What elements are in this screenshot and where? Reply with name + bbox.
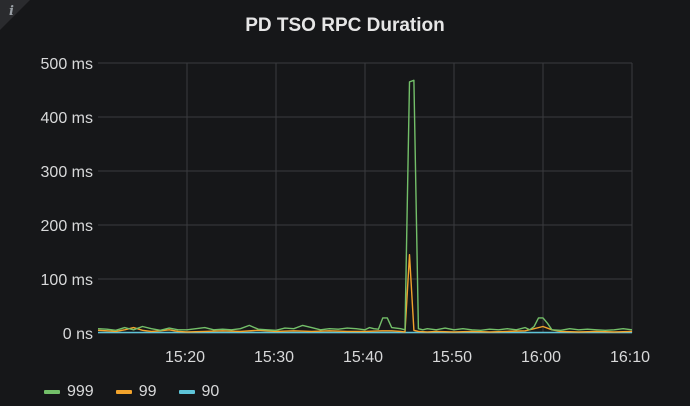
legend-swatch [115,390,132,394]
legend-label: 999 [67,383,94,400]
series-line-999 [97,79,633,331]
legend-label: 99 [138,383,157,400]
y-tick-label: 400 ms [41,110,93,127]
x-tick-label: 15:40 [343,349,383,366]
x-tick-label: 15:30 [254,349,294,366]
legend-label: 90 [201,383,220,400]
y-tick-label: 300 ms [41,164,93,181]
legend-swatch [44,390,60,394]
y-tick-label: 100 ms [41,272,93,289]
x-tick-label: 16:00 [521,349,561,366]
legend-swatch [178,390,195,394]
info-icon[interactable]: i [9,4,14,19]
y-tick-label: 0 ns [63,326,93,343]
legend-item-90[interactable]: 90 [178,383,220,401]
chart-title: PD TSO RPC Duration [245,15,445,36]
x-tick-label: 15:20 [165,349,205,366]
y-tick-label: 200 ms [41,218,93,235]
legend: 999 99 90 [44,383,219,401]
x-tick-label: 16:10 [610,349,650,366]
legend-item-99[interactable]: 99 [115,383,157,401]
y-tick-label: 500 ms [41,56,93,73]
info-corner[interactable] [0,0,30,30]
legend-item-999[interactable]: 999 [44,383,94,401]
x-tick-label: 15:50 [432,349,472,366]
